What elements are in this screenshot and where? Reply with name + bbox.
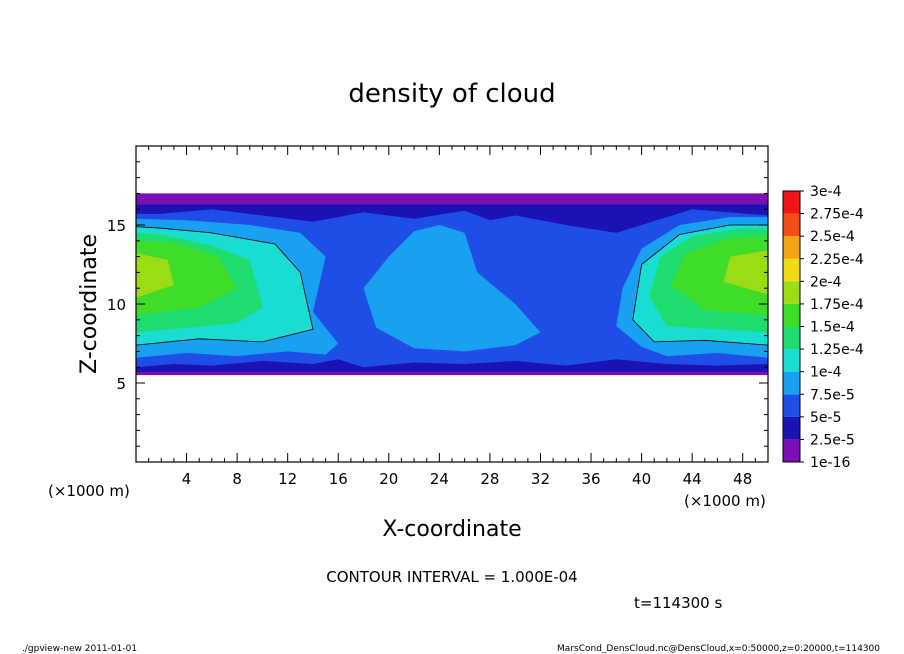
x-unit-label-left: (×1000 m) — [48, 482, 130, 500]
colorbar-swatch — [783, 281, 800, 304]
x-tick-label: 20 — [379, 470, 398, 488]
x-tick-label: 24 — [430, 470, 449, 488]
colorbar-label: 1e-4 — [810, 365, 842, 381]
x-tick-label: 44 — [683, 470, 702, 488]
x-tick-label: 12 — [278, 470, 297, 488]
density-band-13 — [723, 250, 768, 295]
colorbar-swatch — [783, 258, 800, 282]
density-band-12 — [136, 253, 174, 298]
colorbar-swatch — [783, 439, 800, 462]
colorbar-swatch — [783, 416, 800, 440]
footer-left: ./gpview-new 2011-01-01 — [22, 644, 137, 654]
contour-line-1 — [632, 224, 768, 346]
x-tick-label: 4 — [182, 470, 192, 488]
x-tick-label: 28 — [480, 470, 499, 488]
colorbar-label: 1.5e-4 — [810, 320, 855, 336]
colorbar-label: 5e-5 — [810, 410, 841, 426]
footer-right: MarsCond_DensCloud.nc@DensCloud,x=0:5000… — [557, 644, 880, 654]
colorbar-label: 2.25e-4 — [810, 252, 864, 268]
x-tick-label: 16 — [329, 470, 348, 488]
colorbar-swatch — [783, 236, 800, 259]
colorbar-label: 2.75e-4 — [810, 207, 864, 223]
x-unit-label-right: (×1000 m) — [684, 492, 766, 510]
x-tick-label: 36 — [581, 470, 600, 488]
colorbar: 1e-16 2.5e-5 5e-5 7.5e-5 1e-4 1.25e-4 1.5e-4 1.… — [782, 184, 864, 471]
colorbar-label: 2.5e-5 — [810, 432, 855, 448]
colorbar-swatch — [783, 349, 800, 372]
x-tick-label: 32 — [531, 470, 550, 488]
chart-title: density of cloud — [348, 79, 555, 109]
density-bands — [136, 193, 768, 376]
y-tick-label: 15 — [107, 217, 126, 235]
x-tick-label: 48 — [733, 470, 752, 488]
y-tick-label: 10 — [107, 296, 126, 314]
contour-line-0 — [136, 226, 314, 346]
colorbar-swatch — [783, 213, 800, 237]
colorbar-label: 1.75e-4 — [810, 297, 864, 313]
colorbar-label: 7.5e-5 — [810, 387, 855, 403]
colorbar-label: 1e-16 — [810, 455, 850, 471]
colorbar-swatch — [783, 326, 800, 350]
colorbar-label: 3e-4 — [810, 184, 842, 200]
y-axis-label: Z-coordinate — [77, 234, 102, 374]
colorbar-swatch — [783, 394, 800, 417]
x-tick-label: 8 — [232, 470, 242, 488]
x-axis-ticks: 4 8 12 16 20 24 28 32 36 40 44 48 — [148, 146, 756, 488]
contour-interval-text: CONTOUR INTERVAL = 1.000E-04 — [326, 568, 577, 586]
time-label: t=114300 s — [634, 594, 722, 612]
colorbar-swatch — [783, 303, 800, 327]
colorbar-label: 1.25e-4 — [810, 342, 864, 358]
y-tick-label: 5 — [116, 375, 126, 393]
x-tick-label: 40 — [632, 470, 651, 488]
density-band-4 — [363, 225, 541, 352]
x-axis-label: X-coordinate — [382, 517, 521, 542]
colorbar-swatch — [783, 191, 800, 214]
colorbar-label: 2e-4 — [810, 274, 842, 290]
colorbar-swatch — [783, 371, 800, 395]
colorbar-label: 2.5e-4 — [810, 229, 855, 245]
y-axis-ticks: 5 10 15 — [107, 161, 768, 447]
